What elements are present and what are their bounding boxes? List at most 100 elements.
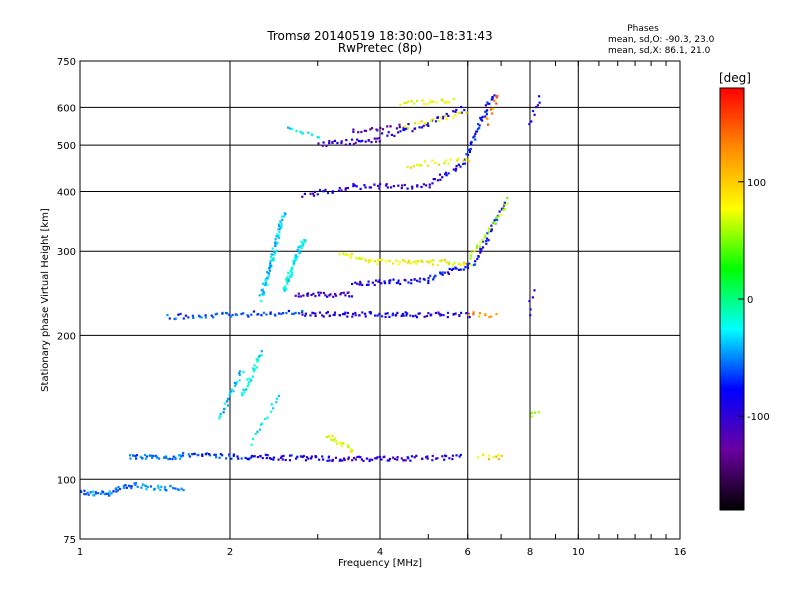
trace-18-point bbox=[274, 243, 277, 246]
trace-25-point bbox=[502, 208, 505, 211]
trace-11-point bbox=[245, 388, 248, 391]
trace-28-point bbox=[353, 184, 356, 187]
trace-31-point bbox=[491, 107, 495, 110]
trace-10-point bbox=[233, 381, 236, 384]
trace-15-point bbox=[364, 312, 367, 315]
trace-27-point bbox=[316, 193, 319, 196]
trace-13-point bbox=[174, 317, 177, 320]
trace-25-point bbox=[500, 213, 503, 216]
trace-9-point bbox=[340, 444, 343, 447]
trace-39-point bbox=[424, 121, 427, 124]
trace-7-point bbox=[443, 458, 446, 461]
trace-5-point bbox=[264, 453, 267, 456]
trace-2-point bbox=[174, 487, 177, 490]
trace-2-point bbox=[169, 485, 172, 488]
colorbar-label: [deg] bbox=[719, 71, 751, 85]
trace-2-point bbox=[140, 486, 143, 489]
trace-0-point bbox=[83, 493, 86, 496]
trace-34-point bbox=[328, 140, 331, 143]
trace-2-point bbox=[182, 489, 185, 492]
trace-1-point bbox=[134, 482, 138, 485]
trace-13-point bbox=[214, 313, 217, 316]
trace-21-point bbox=[359, 280, 362, 283]
trace-16-point bbox=[418, 312, 421, 315]
trace-11-point bbox=[247, 383, 250, 386]
trace-21-point bbox=[388, 282, 391, 285]
trace-24-point bbox=[398, 260, 402, 263]
trace-9-point bbox=[331, 435, 334, 438]
trace-18-point bbox=[283, 215, 286, 218]
trace-4-point bbox=[236, 455, 239, 458]
trace-1-point bbox=[122, 484, 125, 487]
trace-16-point bbox=[468, 316, 471, 319]
trace-25-point bbox=[481, 239, 484, 242]
trace-28-point bbox=[422, 183, 425, 186]
y-tick-label: 200 bbox=[57, 331, 76, 342]
trace-0-point bbox=[92, 494, 95, 497]
trace-30-point bbox=[465, 153, 468, 156]
trace-14-point bbox=[247, 315, 250, 318]
trace-6-point bbox=[388, 459, 391, 462]
trace-15-point bbox=[346, 315, 349, 318]
trace-24-point bbox=[448, 261, 451, 264]
trace-18-point bbox=[272, 253, 275, 256]
trace-24-point bbox=[408, 259, 411, 262]
trace-24-point bbox=[384, 260, 387, 263]
trace-24-point bbox=[452, 263, 455, 266]
trace-11-point bbox=[244, 389, 247, 392]
trace-0-point bbox=[84, 493, 88, 496]
trace-5-point bbox=[304, 459, 308, 462]
trace-20-point bbox=[340, 292, 343, 295]
trace-30-point bbox=[481, 115, 484, 118]
trace-25-point bbox=[492, 221, 495, 224]
trace-25-point bbox=[479, 241, 482, 244]
trace-32-point bbox=[437, 163, 440, 166]
trace-20-point bbox=[306, 292, 310, 295]
trace-15-point bbox=[384, 315, 387, 319]
trace-28-point bbox=[379, 183, 382, 186]
trace-34-point bbox=[378, 140, 381, 143]
trace-30-point bbox=[491, 97, 494, 100]
trace-2-point bbox=[149, 485, 153, 488]
trace-18-point bbox=[266, 277, 269, 280]
trace-23-point bbox=[482, 240, 485, 243]
trace-42-point bbox=[530, 412, 533, 415]
trace-22-point bbox=[432, 278, 435, 281]
trace-6-point bbox=[396, 458, 399, 461]
trace-32-point bbox=[412, 165, 415, 168]
trace-20-point bbox=[329, 293, 332, 296]
trace-0-point bbox=[105, 492, 108, 495]
trace-13-point bbox=[215, 312, 218, 315]
trace-20-point bbox=[319, 291, 322, 294]
trace-21-point bbox=[361, 283, 364, 287]
trace-17-point bbox=[488, 316, 491, 319]
trace-6-point bbox=[400, 457, 403, 460]
trace-4-point bbox=[232, 454, 235, 458]
trace-15-point bbox=[309, 314, 312, 317]
trace-15-point bbox=[325, 312, 328, 315]
trace-30-point bbox=[469, 147, 472, 150]
trace-11-point bbox=[248, 377, 251, 380]
trace-34-point bbox=[336, 141, 339, 145]
trace-9-point bbox=[342, 442, 345, 445]
trace-18-point bbox=[258, 294, 261, 297]
trace-11-point bbox=[248, 380, 251, 384]
trace-21-point bbox=[378, 279, 381, 282]
y-tick-label: 750 bbox=[57, 57, 76, 68]
trace-25-point bbox=[506, 197, 509, 200]
trace-21-point bbox=[351, 282, 354, 286]
trace-12-point bbox=[275, 401, 278, 404]
trace-19-point bbox=[287, 271, 290, 274]
trace-22-point bbox=[446, 271, 449, 274]
trace-31-point bbox=[487, 123, 490, 126]
trace-16-point bbox=[453, 313, 456, 316]
trace-15-point bbox=[322, 315, 325, 318]
trace-18-point bbox=[275, 235, 278, 238]
trace-24-point bbox=[428, 261, 431, 264]
trace-16-point bbox=[414, 314, 417, 317]
trace-39-point bbox=[452, 116, 455, 119]
trace-27-point bbox=[324, 188, 327, 191]
trace-3-point bbox=[174, 456, 177, 459]
trace-16-point bbox=[415, 316, 419, 319]
trace-29-point bbox=[462, 162, 465, 165]
